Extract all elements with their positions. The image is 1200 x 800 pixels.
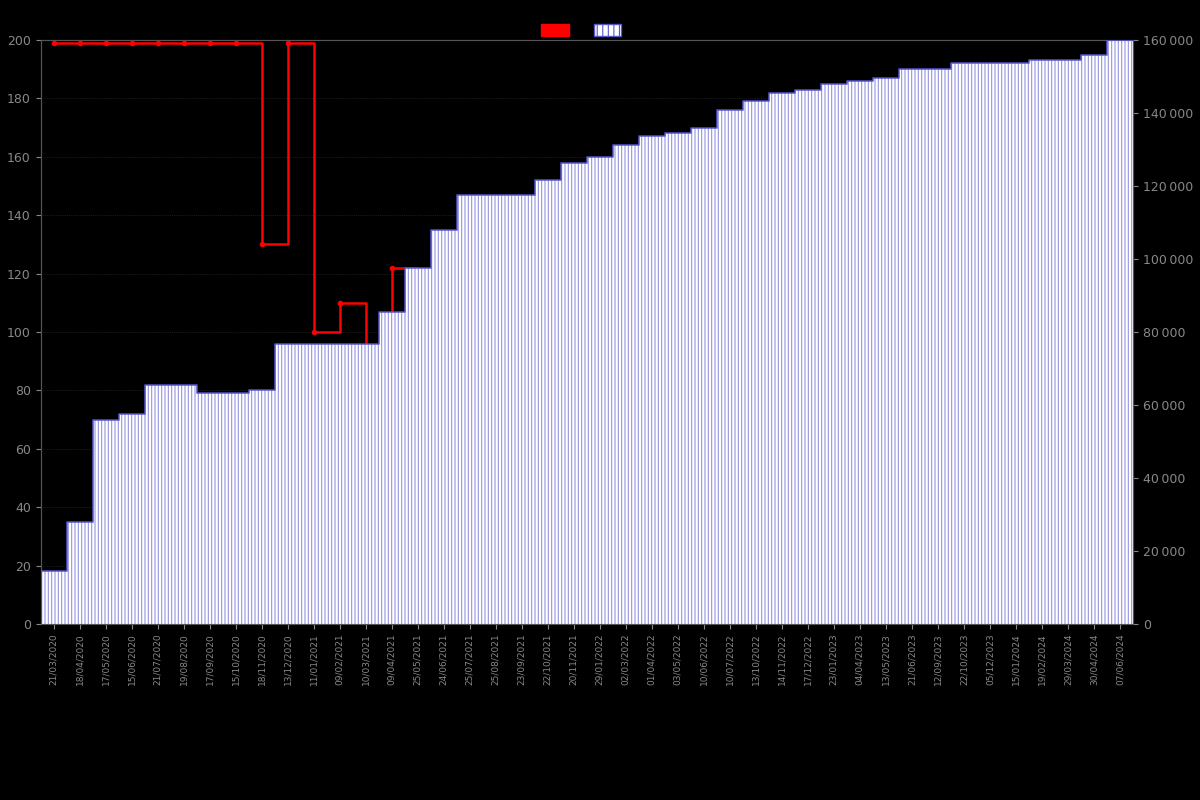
Legend: , : ,	[541, 23, 632, 38]
